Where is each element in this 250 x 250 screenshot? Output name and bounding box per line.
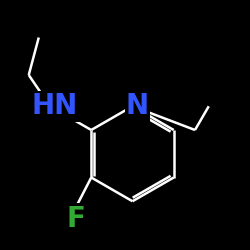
Text: HN: HN [32, 92, 78, 120]
Text: N: N [126, 92, 149, 120]
Text: F: F [66, 205, 85, 233]
